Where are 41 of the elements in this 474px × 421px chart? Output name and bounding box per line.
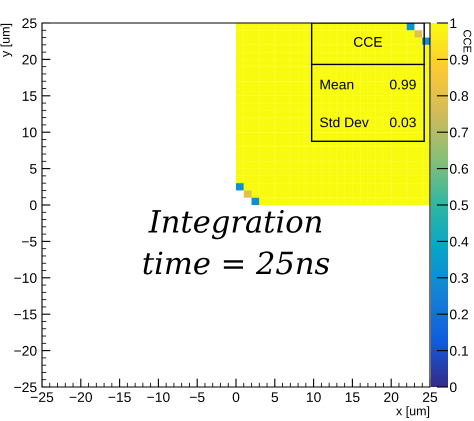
annotation: 0.99 [390,80,416,90]
color-bar-label: 0.8 [450,91,468,101]
y-axis-title: y [um] [0,24,12,57]
color-bar-title: CCE [463,30,472,52]
x-tick-label: 15 [346,392,360,402]
annotation: Std Dev [320,117,369,128]
y-tick-label: −10 [14,273,37,283]
color-bar-label: 0.2 [450,310,468,320]
color-bar-label: 1 [450,18,456,28]
x-tick-label: −5 [190,392,205,402]
color-bar-label: 0 [450,382,457,392]
annotation: Integration time = 25ns [143,210,330,274]
color-bar-label: 0.5 [450,200,468,210]
color-bar-label: 0.9 [450,54,468,65]
x-tick-label: 0 [232,392,240,402]
y-tick-label: 15 [22,91,37,101]
x-tick-label: −10 [147,392,170,402]
y-tick-label: 20 [22,54,37,65]
y-tick-label: −5 [22,236,37,247]
y-tick-label: 25 [22,18,37,28]
color-bar-label: 0.6 [450,164,468,174]
y-tick-label: −25 [14,382,37,392]
x-axis-title: x [um] [396,406,430,418]
x-tick-label: 20 [384,392,398,402]
color-bar-label: 0.1 [450,346,468,356]
color-bar-label: 0.4 [450,236,468,247]
annotation: Mean [320,80,354,90]
annotation: CCE [354,37,382,47]
y-tick-label: 10 [22,128,37,138]
y-tick-label: −20 [14,346,37,356]
y-tick-label: 5 [30,164,37,174]
annotation: 0.03 [390,117,416,128]
x-tick-label: 25 [422,392,438,402]
x-tick-label: −20 [70,392,92,402]
y-tick-label: −15 [14,310,37,320]
x-tick-label: 5 [271,392,278,402]
x-tick-label: 10 [306,392,321,402]
color-bar-label: 0.3 [450,273,468,283]
x-tick-label: −15 [108,392,131,402]
color-bar-label: 0.7 [450,128,468,138]
y-tick-label: 0 [30,200,37,210]
